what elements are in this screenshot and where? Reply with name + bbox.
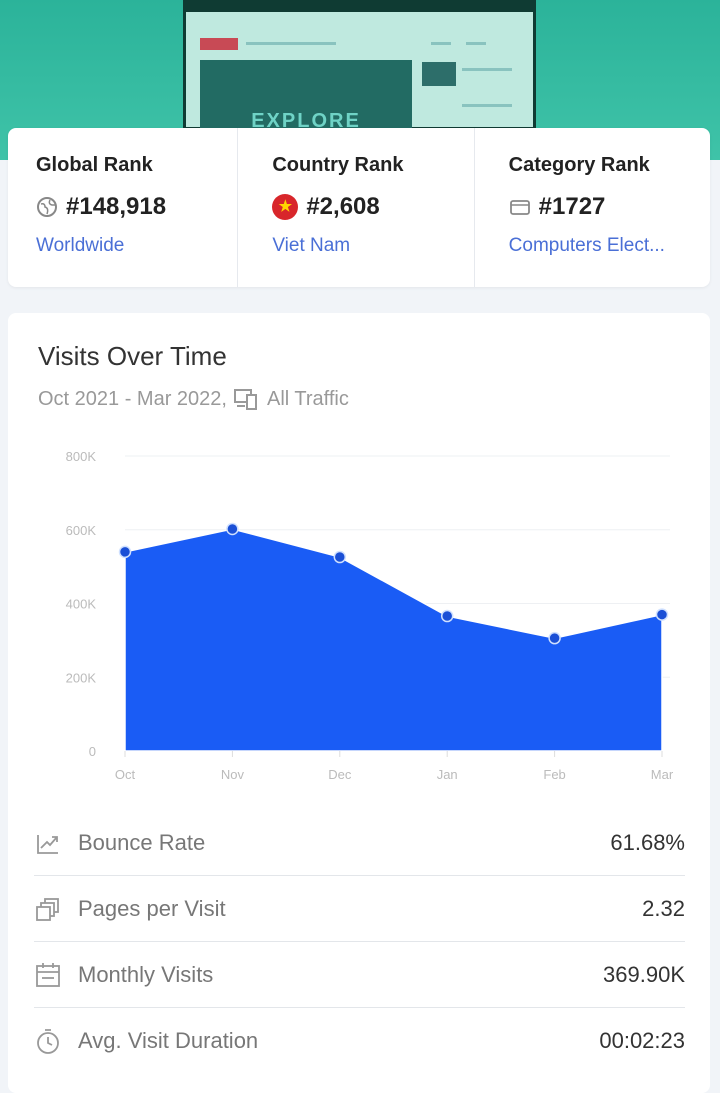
country-rank-link[interactable]: Viet Nam: [272, 235, 351, 256]
rank-card: Global Rank #148,918 Worldwide Country R…: [8, 128, 710, 287]
visits-card: Visits Over Time Oct 2021 - Mar 2022, Al…: [8, 313, 710, 1093]
data-point: [440, 609, 454, 623]
metric-pages-per-visit: Pages per Visit 2.32: [34, 876, 685, 942]
bounce-rate-icon: [37, 834, 58, 854]
x-tick-label: Nov: [221, 767, 245, 782]
x-tick-label: Feb: [543, 767, 565, 782]
global-rank: Global Rank #148,918 Worldwide: [8, 128, 239, 287]
data-point: [333, 550, 347, 564]
y-tick-label: 0: [89, 744, 96, 759]
global-rank-value: #148,918: [66, 193, 167, 220]
data-point: [548, 631, 561, 645]
date-range: Oct 2021 - Mar 2022, All Traffic: [38, 387, 349, 411]
site-preview-header: EXPLORE: [0, 0, 720, 160]
x-tick-label: Dec: [328, 767, 352, 782]
metric-bounce-rate: Bounce Rate 61.68%: [34, 810, 685, 876]
country-rank-title: Country Rank: [272, 154, 404, 176]
vietnam-flag-icon: ★: [272, 194, 299, 220]
metric-monthly-visits: Monthly Visits 369.90K: [34, 942, 685, 1008]
y-tick-label: 800K: [66, 449, 97, 464]
country-rank: Country Rank ★ #2,608 Viet Nam: [238, 128, 475, 287]
y-tick-label: 600K: [66, 523, 97, 538]
metric-avg-visit-duration: Avg. Visit Duration 00:02:23: [34, 1008, 685, 1074]
metric-value: 61.68%: [610, 829, 685, 855]
x-tick-label: Mar: [651, 767, 674, 782]
metric-label: Monthly Visits: [78, 961, 214, 987]
area-series: [124, 528, 663, 752]
category-rank-value: #1727: [538, 193, 606, 220]
data-point: [226, 522, 239, 536]
global-rank-title: Global Rank: [36, 154, 153, 176]
y-tick-label: 200K: [66, 670, 97, 685]
category-rank-link[interactable]: Computers Elect...: [508, 235, 665, 256]
metric-value: 00:02:23: [599, 1028, 685, 1053]
x-tick-label: Oct: [115, 767, 136, 782]
globe-icon: [37, 197, 57, 217]
category-rank-title: Category Rank: [508, 154, 650, 176]
y-tick-label: 400K: [66, 597, 97, 612]
calendar-icon: [36, 962, 60, 987]
timer-icon: [37, 1029, 59, 1054]
category-rank: Category Rank #1727 Computers Elect...: [475, 128, 710, 287]
metric-label: Avg. Visit Duration: [78, 1028, 259, 1053]
date-range-text: Oct 2021 - Mar 2022,: [38, 387, 227, 410]
country-rank-value: #2,608: [306, 193, 380, 220]
metric-label: Bounce Rate: [78, 829, 206, 855]
global-rank-link[interactable]: Worldwide: [36, 235, 125, 256]
devices-icon: [233, 389, 257, 410]
metric-value: 369.90K: [603, 961, 685, 987]
visits-title: Visits Over Time: [38, 341, 227, 371]
site-screenshot: EXPLORE: [183, 0, 536, 140]
metrics-list: Bounce Rate 61.68% Pages per Visit 2.32 …: [34, 810, 685, 1074]
traffic-type[interactable]: All Traffic: [266, 387, 349, 410]
data-point: [118, 545, 132, 559]
data-point: [655, 608, 669, 621]
x-tick-label: Jan: [437, 767, 458, 782]
metric-label: Pages per Visit: [78, 895, 226, 921]
visits-chart: 0 200K 400K 600K 800K Oct Nov Dec Jan Feb Mar: [66, 449, 674, 782]
metric-value: 2.32: [642, 895, 685, 921]
category-icon: [509, 200, 530, 215]
pages-icon: [36, 897, 59, 921]
